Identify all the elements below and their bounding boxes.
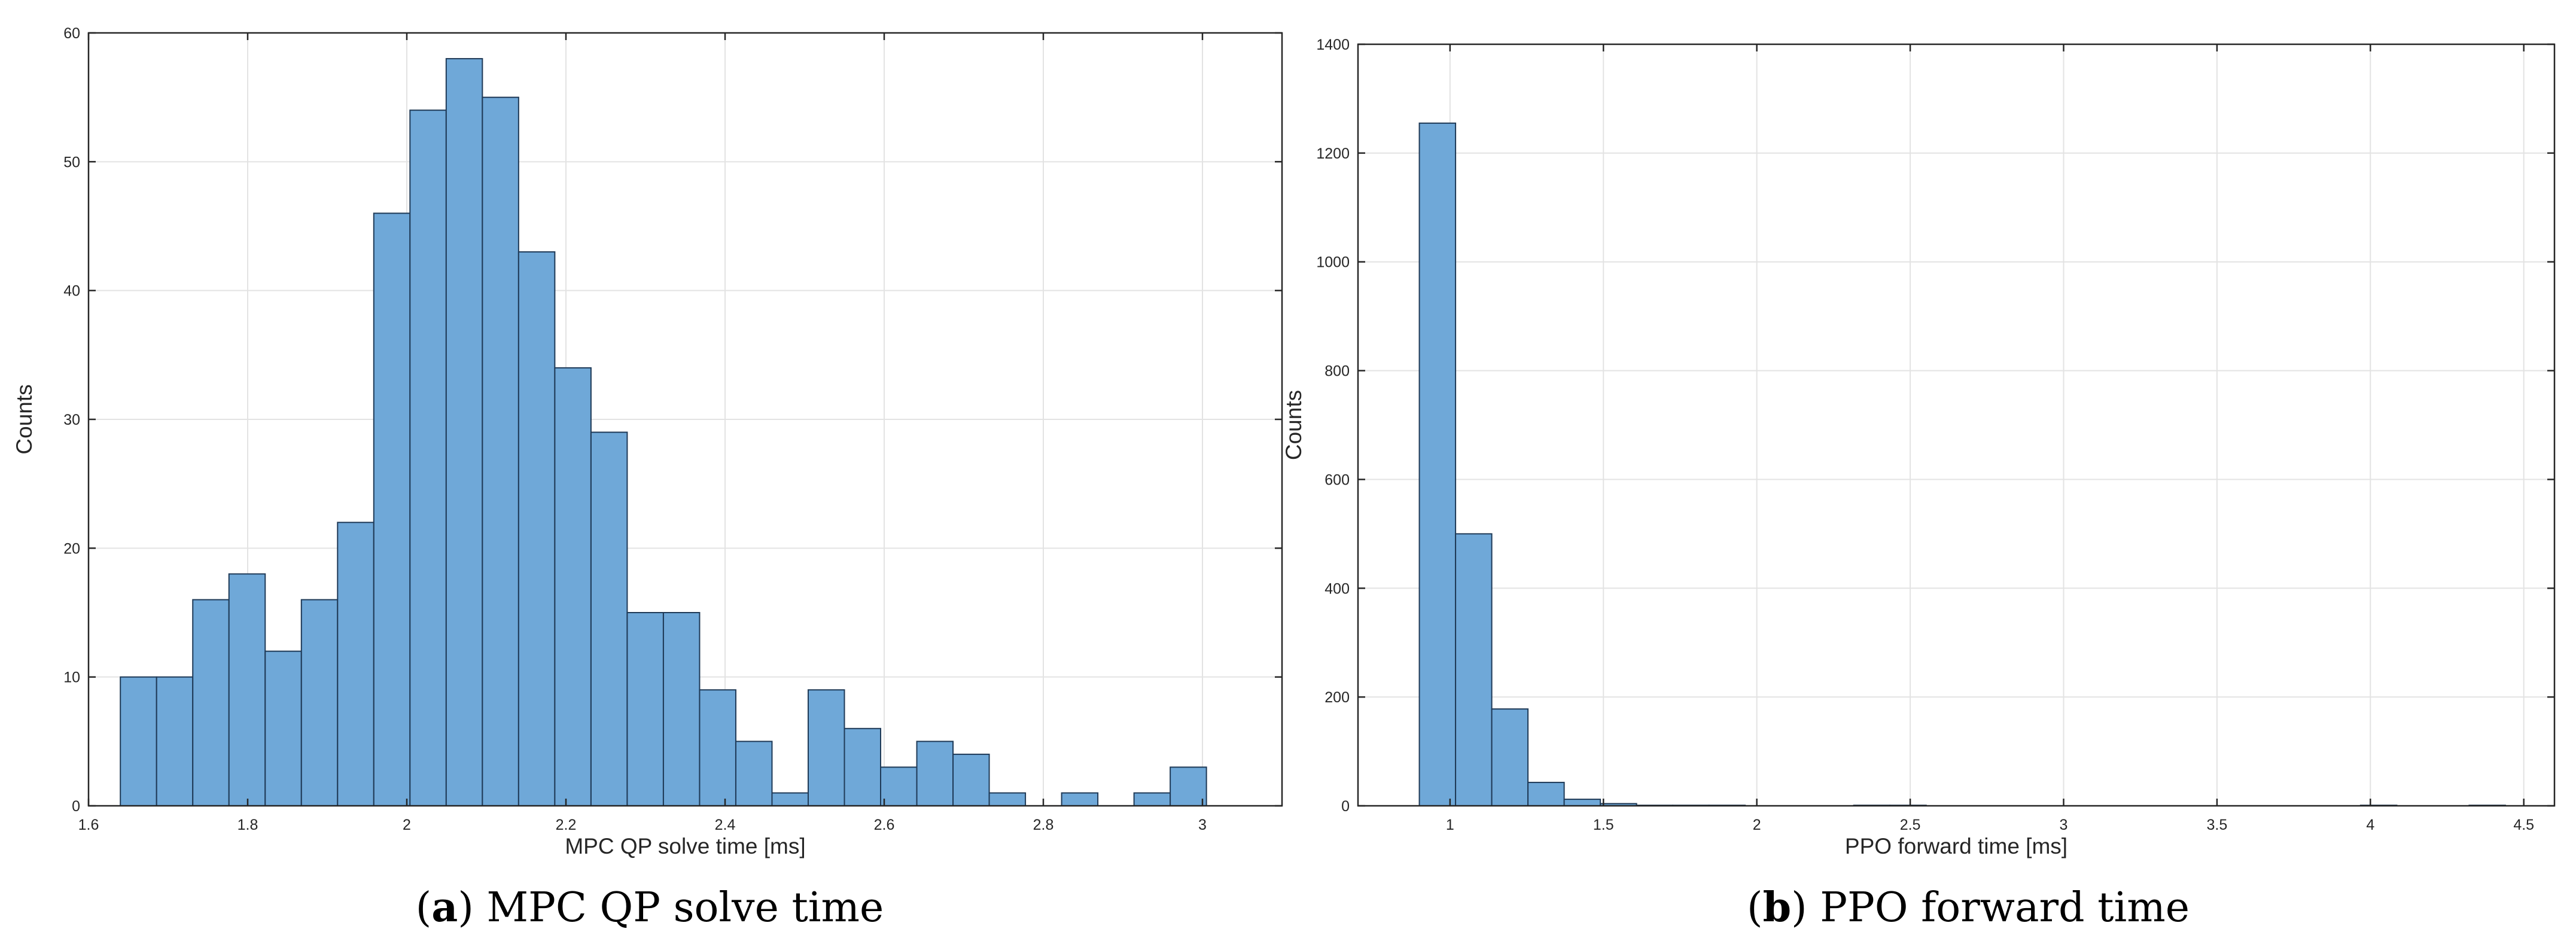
- caption-text: ) PPO forward time: [1791, 884, 2190, 931]
- x-axis-label: PPO forward time [ms]: [1845, 834, 2068, 858]
- y-tick-label: 1000: [1316, 254, 1350, 271]
- axes-frame: [1357, 43, 2556, 807]
- y-tick-label: 10: [63, 669, 80, 686]
- y-tick-label: 20: [63, 540, 80, 557]
- histogram-bar: [409, 109, 447, 807]
- x-tick-label: 1.6: [78, 817, 99, 833]
- subfigure-caption: (b) PPO forward time: [1747, 884, 2190, 931]
- histogram-bar: [1061, 792, 1099, 807]
- y-tick-label: 1200: [1316, 145, 1350, 162]
- x-tick-label: 2.5: [1900, 817, 1921, 833]
- x-axis-label: MPC QP solve time [ms]: [565, 834, 805, 858]
- histogram-bar: [807, 689, 845, 806]
- histogram-bar: [1563, 799, 1601, 807]
- y-tick-label: 60: [63, 25, 80, 42]
- histogram-bar: [482, 96, 519, 807]
- x-tick-label: 2: [403, 817, 411, 833]
- histogram-bar: [590, 431, 628, 806]
- histogram-bar: [916, 741, 954, 807]
- histogram-bar: [1170, 766, 1207, 807]
- plot-area: [1358, 44, 2554, 806]
- histogram-bar: [1455, 533, 1493, 806]
- histogram-bar: [300, 599, 339, 806]
- histogram-bar: [228, 573, 266, 807]
- y-tick-label: 0: [72, 798, 80, 815]
- x-tick-label: 2: [1753, 817, 1761, 833]
- y-tick-label: 50: [63, 154, 80, 170]
- x-tick-label: 4: [2366, 817, 2374, 833]
- histogram-bar: [517, 251, 556, 807]
- histogram-bar: [156, 676, 194, 806]
- x-tick-label: 4.5: [2513, 817, 2534, 833]
- histogram-bar: [264, 650, 302, 806]
- x-tick-label: 1.5: [1593, 817, 1614, 833]
- x-tick-label: 1: [1446, 817, 1454, 833]
- histogram-bar: [445, 58, 483, 807]
- histogram-bar: [1527, 781, 1565, 807]
- y-axis-label: Counts: [1281, 390, 1306, 460]
- panel-b: 1 1.5 2 2.5 3 3.5 4 4.5 0 200 400 600 800 1000 1200 140…: [1281, 36, 2556, 931]
- histogram-bar: [1418, 122, 1457, 806]
- y-tick-label: 40: [63, 283, 80, 300]
- y-tick-label: 0: [1341, 798, 1350, 815]
- x-tick-label: 1.8: [237, 817, 258, 833]
- x-tick-label: 3: [1198, 817, 1207, 833]
- histogram-bar: [844, 727, 882, 807]
- caption-letter: b: [1763, 884, 1792, 931]
- histogram-bar: [1133, 792, 1171, 807]
- histogram-bar: [880, 766, 918, 807]
- y-tick-label: 200: [1324, 689, 1350, 706]
- y-tick-label: 30: [63, 412, 80, 428]
- histogram-bar: [120, 676, 157, 806]
- histogram-bar: [192, 599, 230, 806]
- x-tick-label: 3.5: [2207, 817, 2228, 833]
- histogram-bar: [373, 212, 411, 806]
- x-tick-label: 2.8: [1033, 817, 1054, 833]
- x-tick-label: 3: [2060, 817, 2068, 833]
- y-tick-label: 400: [1324, 580, 1350, 597]
- y-tick-label: 1400: [1316, 36, 1350, 53]
- caption-letter: a: [431, 884, 458, 931]
- histogram-bar: [554, 367, 592, 806]
- histogram-bar: [337, 522, 374, 806]
- y-tick-label: 800: [1324, 363, 1350, 380]
- histogram-bar: [662, 612, 701, 806]
- histogram-bar: [626, 612, 664, 806]
- histogram-bar: [1491, 708, 1529, 806]
- histogram-bar: [699, 689, 736, 806]
- histogram-bar: [988, 792, 1027, 807]
- histogram-bar: [952, 753, 990, 807]
- subfigure-caption: (a) MPC QP solve time: [416, 884, 884, 931]
- histogram-bar: [735, 741, 773, 807]
- x-tick-label: 2.6: [874, 817, 895, 833]
- y-tick-label: 600: [1324, 471, 1350, 488]
- caption-text: ) MPC QP solve time: [458, 884, 884, 931]
- x-tick-label: 2.4: [715, 817, 736, 833]
- x-tick-label: 2.2: [556, 817, 577, 833]
- histogram-bar: [771, 792, 809, 807]
- y-axis-label: Counts: [12, 384, 36, 454]
